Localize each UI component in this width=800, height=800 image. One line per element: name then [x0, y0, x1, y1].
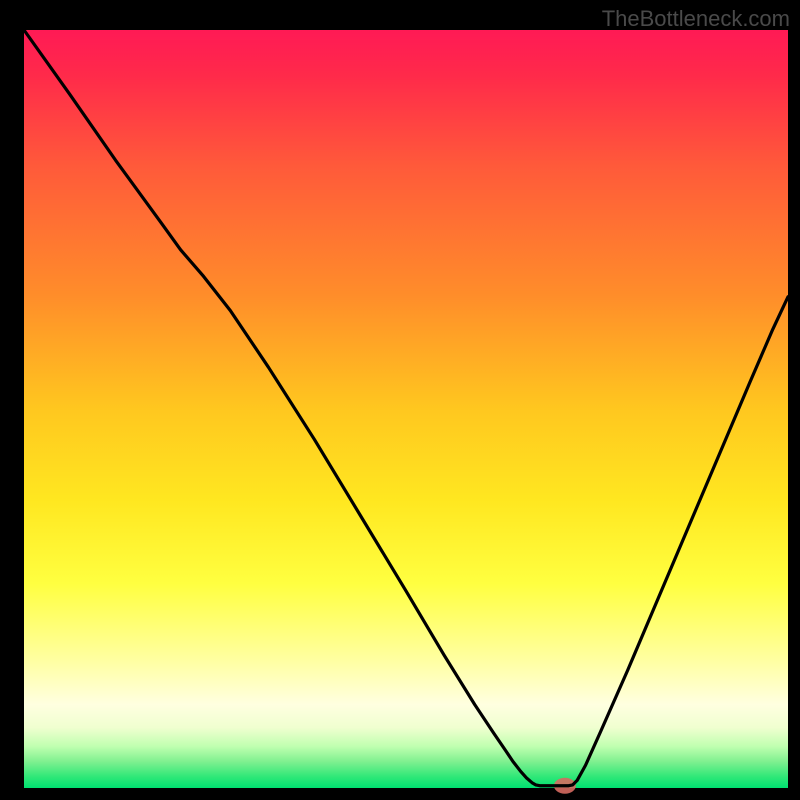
watermark-text: TheBottleneck.com [602, 6, 790, 32]
chart-canvas: TheBottleneck.com [0, 0, 800, 800]
heatmap-gradient [24, 30, 788, 788]
plot-svg [0, 0, 800, 800]
